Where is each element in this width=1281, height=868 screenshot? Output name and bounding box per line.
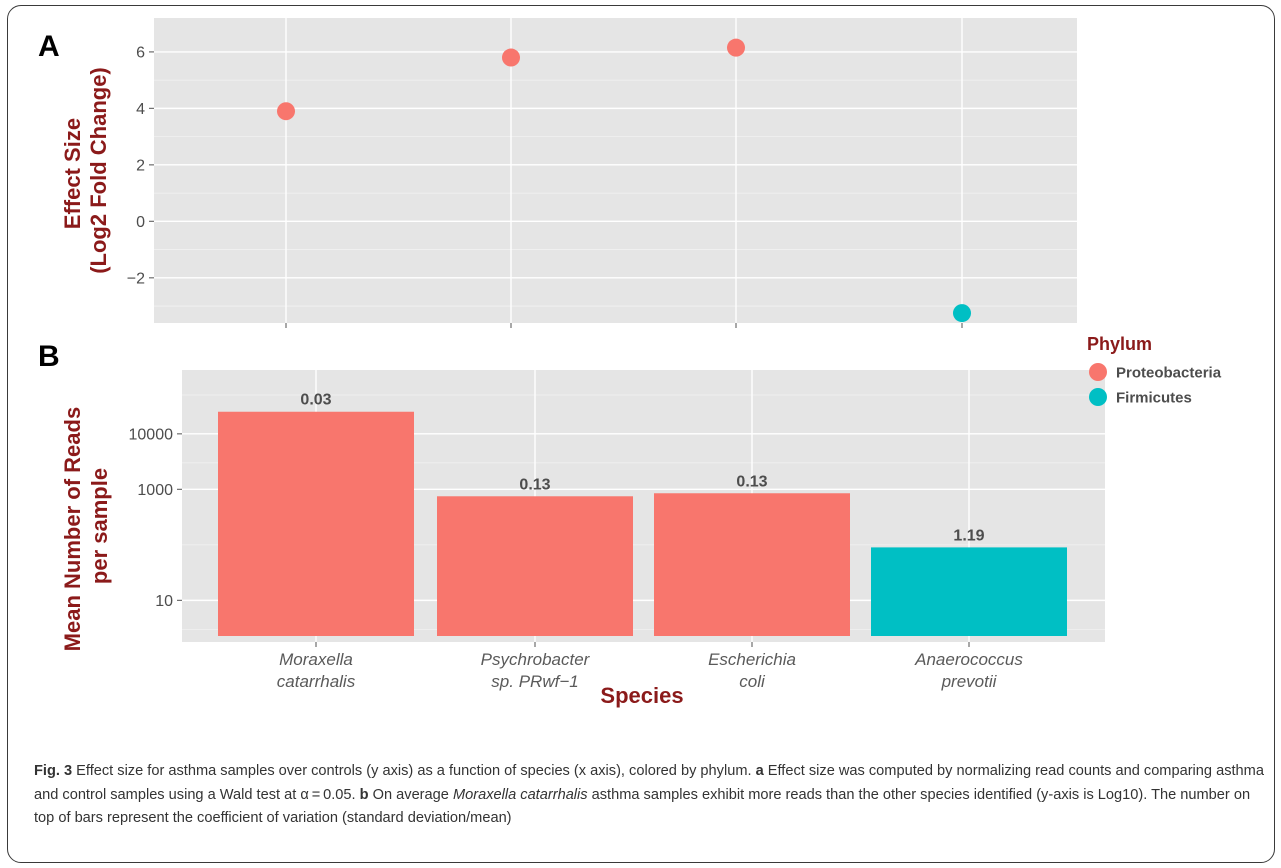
y-tick-label: −2 [127, 270, 145, 287]
panel-b-y-title-line-1: Mean Number of Reads [60, 407, 85, 652]
bar [654, 493, 850, 636]
bar-data-label: 0.13 [736, 473, 767, 490]
x-category-label: sp. PRwf−1 [491, 672, 578, 691]
x-category-label: coli [739, 672, 766, 691]
panel-b-y-axis-title: Mean Number of Reads per sample [60, 401, 112, 652]
panel-a-y-title-line-2: (Log2 Fold Change) [86, 67, 111, 274]
bar-data-label: 0.13 [519, 476, 550, 493]
panel-a-scatter: −2 0 2 4 6 [127, 18, 1077, 328]
y-tick-label: 10000 [129, 426, 174, 443]
legend-label: Proteobacteria [1116, 365, 1222, 382]
x-axis-title: Species [600, 683, 683, 708]
caption-b-text-2: asthma samples exhibit more reads than t… [34, 786, 1251, 827]
y-tick-label: 1000 [137, 482, 173, 499]
y-tick-label: 6 [136, 44, 145, 61]
y-tick-label: 2 [136, 157, 145, 174]
legend-items: Proteobacteria Firmicutes [1089, 363, 1222, 407]
panel-b-data-labels: 0.03 0.13 0.13 1.19 [300, 392, 984, 545]
panel-a-y-ticks: −2 0 2 4 6 [127, 44, 154, 287]
figure-caption: Fig. 3 Effect size for asthma samples ov… [34, 760, 1264, 831]
caption-b-text-1: On average [368, 786, 453, 803]
caption-fig-label: Fig. 3 [34, 763, 73, 779]
panel-a-points [277, 38, 971, 323]
data-point [277, 102, 295, 121]
caption-a-label: a [755, 763, 764, 779]
y-tick-label: 4 [136, 101, 145, 118]
bar [437, 496, 633, 636]
data-point [502, 48, 520, 67]
x-category-label: Psychrobacter [481, 650, 591, 669]
y-tick-label: 0 [136, 214, 145, 231]
x-category-label: Moraxella [279, 650, 353, 669]
y-tick-label: 10 [155, 593, 173, 610]
caption-b-label: b [359, 786, 369, 803]
bar [218, 411, 414, 636]
panel-label-a: A [38, 30, 60, 63]
data-point [953, 304, 971, 323]
panel-b-bars [218, 411, 1067, 636]
data-point [727, 38, 745, 57]
legend-swatch [1089, 388, 1107, 406]
caption-b-species: Moraxella catarrhalis [452, 786, 588, 803]
x-category-label: Escherichia [708, 650, 796, 669]
panel-b-y-title-line-2: per sample [87, 468, 112, 584]
legend-label: Firmicutes [1116, 390, 1192, 407]
legend: Phylum Proteobacteria Firmicutes [1087, 334, 1222, 407]
panel-b-bar: 0.03 0.13 0.13 1.19 10 1000 10000 Moraxella ca… [129, 370, 1105, 691]
panel-a-y-axis-title: Effect Size (Log2 Fold Change) [60, 67, 111, 274]
x-category-label: catarrhalis [277, 672, 356, 691]
panel-a-x-ticks [285, 323, 963, 328]
panel-a-grid [154, 18, 1077, 323]
bar-data-label: 0.03 [300, 392, 331, 409]
legend-title: Phylum [1087, 334, 1152, 354]
bar-data-label: 1.19 [953, 527, 984, 544]
panel-a-y-title-line-1: Effect Size [60, 118, 85, 229]
caption-a-text: Effect size was computed by normalizing … [34, 763, 1264, 803]
caption-main-text: Effect size for asthma samples over cont… [72, 763, 756, 779]
x-category-label: Anaerococcus [914, 650, 1023, 669]
panel-b-x-ticks: Moraxella catarrhalis Psychrobacter sp. PRw… [277, 642, 1023, 691]
x-category-label: prevotii [941, 672, 998, 691]
panel-a-background [154, 18, 1077, 323]
legend-swatch [1089, 363, 1107, 381]
panel-b-y-ticks: 10 1000 10000 [129, 426, 182, 610]
bar [871, 547, 1067, 636]
panel-label-b: B [38, 340, 60, 373]
